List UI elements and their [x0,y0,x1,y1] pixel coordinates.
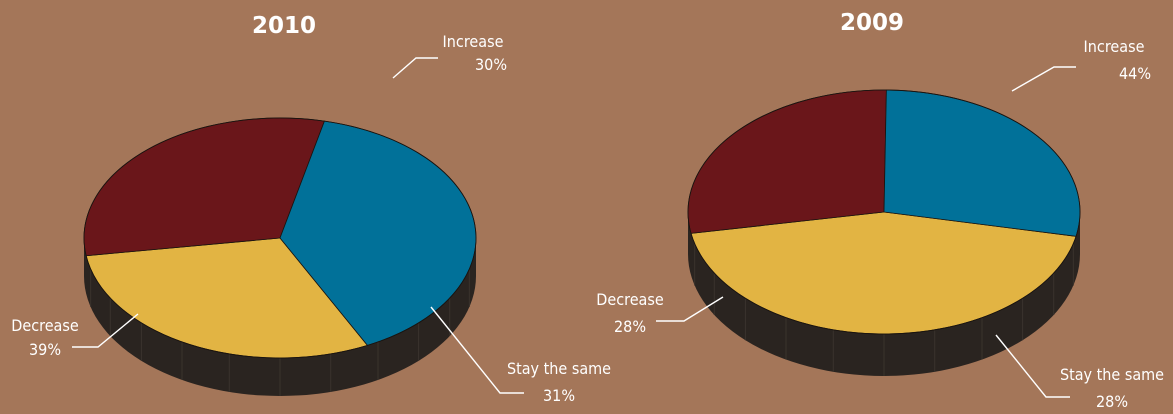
value-increase-2009: 44% [1119,64,1151,83]
pie-rim [687,89,1081,335]
pie-2009-body [687,89,1081,376]
pie-slice-stay-the-same-2009 [687,89,887,234]
label-increase-2010: Increase [443,32,504,51]
value-increase-2010: 30% [475,55,507,74]
label-increase-2009: Increase [1084,37,1145,56]
label-decrease-2010: Decrease [11,316,79,335]
label-decrease-2009: Decrease [596,290,664,309]
value-decrease-2009: 28% [614,317,646,336]
value-stay-2010: 31% [543,386,575,405]
pie-chart-2010: 2010 Increase 30% Stay the same 31% Decr… [11,13,611,405]
chart-title-2010: 2010 [252,13,316,39]
label-stay-2009: Stay the same [1060,365,1164,384]
label-stay-2010: Stay the same [507,359,611,378]
leader-decrease-2010 [72,313,139,348]
leader-decrease-2009 [656,296,724,322]
value-stay-2009: 28% [1096,392,1128,411]
leader-stay-2009 [995,334,1070,398]
value-decrease-2010: 39% [29,340,61,359]
chart-title-2009: 2009 [840,10,904,36]
leader-stay-2010 [430,306,524,394]
pie-chart-2009: 2009 Increase 44% Stay the same 28% Decr… [596,10,1164,411]
leader-increase-2010 [392,57,438,79]
leader-increase-2009 [1011,66,1076,92]
pie-slice-decrease-2009 [883,89,1081,237]
pie-rim [83,117,477,359]
pie-2010-body [83,117,477,396]
